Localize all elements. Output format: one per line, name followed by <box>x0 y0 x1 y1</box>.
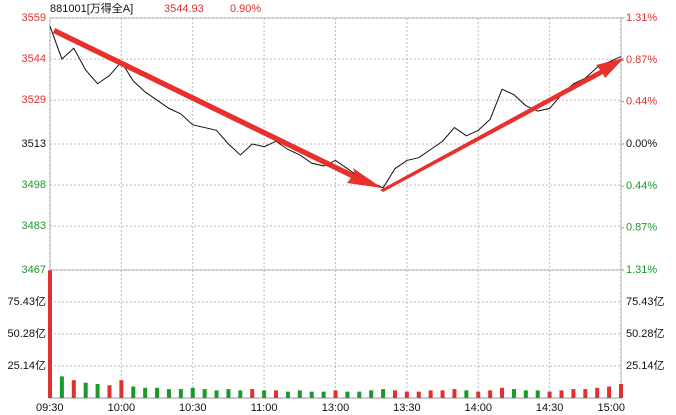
volume-bar <box>95 383 100 398</box>
volume-bar <box>547 391 552 398</box>
volume-bar <box>416 391 421 398</box>
chart-title: 881001[万得全A] <box>50 1 133 15</box>
volume-bar <box>511 389 516 398</box>
volume-bar <box>83 382 88 398</box>
volume-bar <box>571 389 576 398</box>
x-tick-label: 15:00 <box>597 402 625 414</box>
vol-tick-label: 25.14亿 <box>7 359 46 372</box>
vol-tick-label-right: 25.14亿 <box>626 359 665 372</box>
volume-bar <box>155 387 160 398</box>
volume-bar <box>452 389 457 398</box>
last-price: 3544.93 <box>164 3 204 15</box>
x-tick-label: 09:30 <box>36 402 64 414</box>
volume-bar <box>619 383 623 398</box>
volume-bar <box>381 389 386 398</box>
volume-bar <box>119 380 124 398</box>
volume-bar <box>476 391 481 398</box>
y-tick-label: 3483 <box>22 220 46 232</box>
vol-tick-label: 50.28亿 <box>7 327 46 340</box>
volume-bar <box>595 387 600 398</box>
x-tick-label: 14:00 <box>464 402 492 414</box>
y-tick-label: 3498 <box>22 179 46 191</box>
volume-bar <box>107 385 112 398</box>
y-tick-label: 3467 <box>22 264 46 276</box>
volume-bar <box>500 387 505 398</box>
vol-tick-label-right: 75.43亿 <box>626 295 665 308</box>
x-tick-label: 10:00 <box>108 402 136 414</box>
volume-bar <box>464 390 469 398</box>
volume-bar <box>404 391 409 398</box>
volume-bar <box>559 390 564 398</box>
volume-bar <box>48 270 52 398</box>
volume-bar <box>143 387 148 398</box>
volume-bar <box>357 391 362 398</box>
y-tick-label: 3513 <box>22 138 46 150</box>
volume-bar <box>178 389 183 398</box>
y2-tick-label: 0.44% <box>626 96 657 108</box>
y2-tick-label: 0.87% <box>626 54 657 66</box>
volume-bar <box>297 390 302 398</box>
volume-bar <box>607 386 612 398</box>
plot: 3559 3544 3529 3513 3498 3483 3467 1.31% 0.87% 0.… <box>7 12 664 414</box>
x-tick-label: 10:30 <box>179 402 207 414</box>
y2-tick-label: 0.00% <box>626 138 657 150</box>
y2-tick-label: 0.87% <box>626 222 657 234</box>
x-tick-label: 14:30 <box>536 402 564 414</box>
volume-bar <box>71 380 76 398</box>
volume-bar <box>583 389 588 398</box>
price-line <box>49 26 622 189</box>
volume-bar <box>59 376 64 398</box>
volume-bar <box>428 390 433 398</box>
volume-bar <box>345 391 350 398</box>
volume-bar <box>262 390 267 398</box>
arrow <box>380 58 624 192</box>
x-tick-label: 13:30 <box>393 402 421 414</box>
trend-arrows <box>53 28 624 192</box>
volume-bar <box>309 391 314 398</box>
arrow <box>53 28 382 188</box>
volume-bar <box>274 390 279 398</box>
vol-tick-label-right: 50.28亿 <box>626 327 665 340</box>
volume-bar <box>202 389 207 398</box>
volume-bar <box>440 390 445 398</box>
volume-bar <box>285 391 290 398</box>
x-tick-label: 13:00 <box>322 402 350 414</box>
volume-bar <box>535 390 540 398</box>
volume-bar <box>369 390 374 398</box>
y2-tick-label: 1.31% <box>626 12 657 24</box>
y2-tick-label: 0.44% <box>626 180 657 192</box>
volume-bar <box>131 386 136 398</box>
volume-bar <box>321 391 326 398</box>
volume-bar <box>488 390 493 398</box>
y-tick-label: 3529 <box>22 94 46 106</box>
y-tick-label: 3559 <box>22 12 46 24</box>
volume-bar <box>250 389 255 398</box>
y2-tick-label: 1.31% <box>626 264 657 276</box>
change: 0.90% <box>230 3 261 15</box>
volume-bar <box>214 390 219 398</box>
x-tick-label: 11:00 <box>251 402 278 414</box>
volume-bar <box>190 387 195 398</box>
volume-bar <box>523 390 528 398</box>
vol-tick-label: 75.43亿 <box>7 295 46 308</box>
volume-bar <box>333 390 338 398</box>
volume-bar <box>226 389 231 398</box>
volume-bar <box>392 390 397 398</box>
volume-bar <box>166 389 171 398</box>
y-tick-label: 3544 <box>22 53 46 65</box>
volume-bar <box>238 390 243 398</box>
